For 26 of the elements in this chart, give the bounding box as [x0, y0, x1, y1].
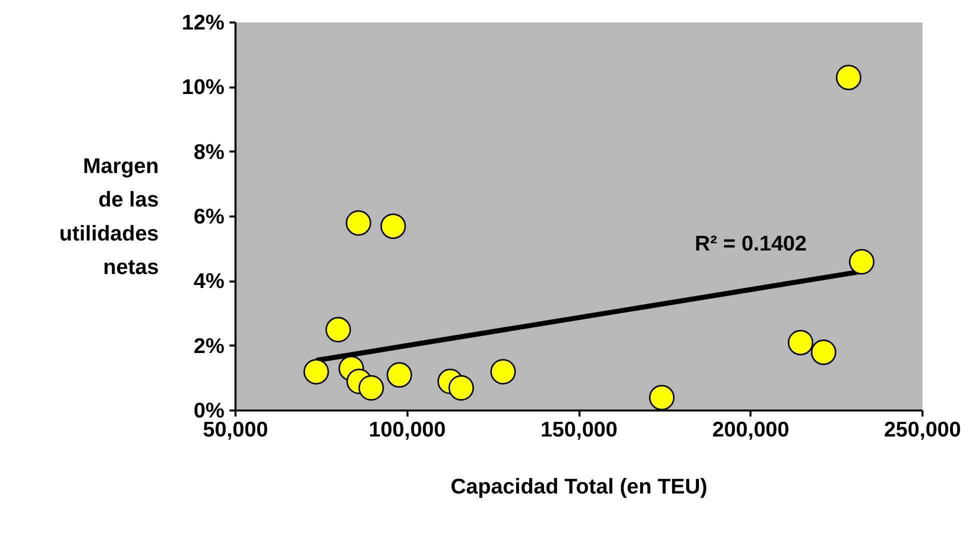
y-tick-label: 2%: [194, 334, 225, 358]
point: [303, 358, 329, 384]
point: [358, 375, 384, 401]
point: [848, 249, 874, 274]
y-tick-label: 6%: [194, 204, 225, 228]
y-tick-label: 8%: [194, 140, 225, 164]
point: [325, 316, 351, 342]
y-tick-label: 4%: [194, 269, 225, 294]
x-tick-label: 150,000: [540, 418, 618, 442]
y-tick-label: 10%: [182, 75, 225, 100]
y-tick-label: 12%: [182, 10, 225, 34]
point: [490, 358, 516, 384]
annotation: R² = 0.1402: [694, 231, 807, 256]
point: [448, 375, 474, 401]
x-tick-label: 250,000: [884, 418, 962, 442]
point: [386, 362, 412, 388]
point: [836, 64, 862, 90]
x-axis-title: Capacidad Total (en TEU): [450, 474, 708, 498]
x-tick-label: 100,000: [368, 418, 446, 442]
point: [788, 330, 814, 356]
point: [810, 340, 836, 366]
y-axis-title: Margen de las utilidades netas: [59, 154, 159, 279]
point: [346, 210, 372, 236]
point: [380, 213, 406, 239]
point: [649, 384, 675, 410]
x-tick-label: 200,000: [712, 418, 790, 442]
